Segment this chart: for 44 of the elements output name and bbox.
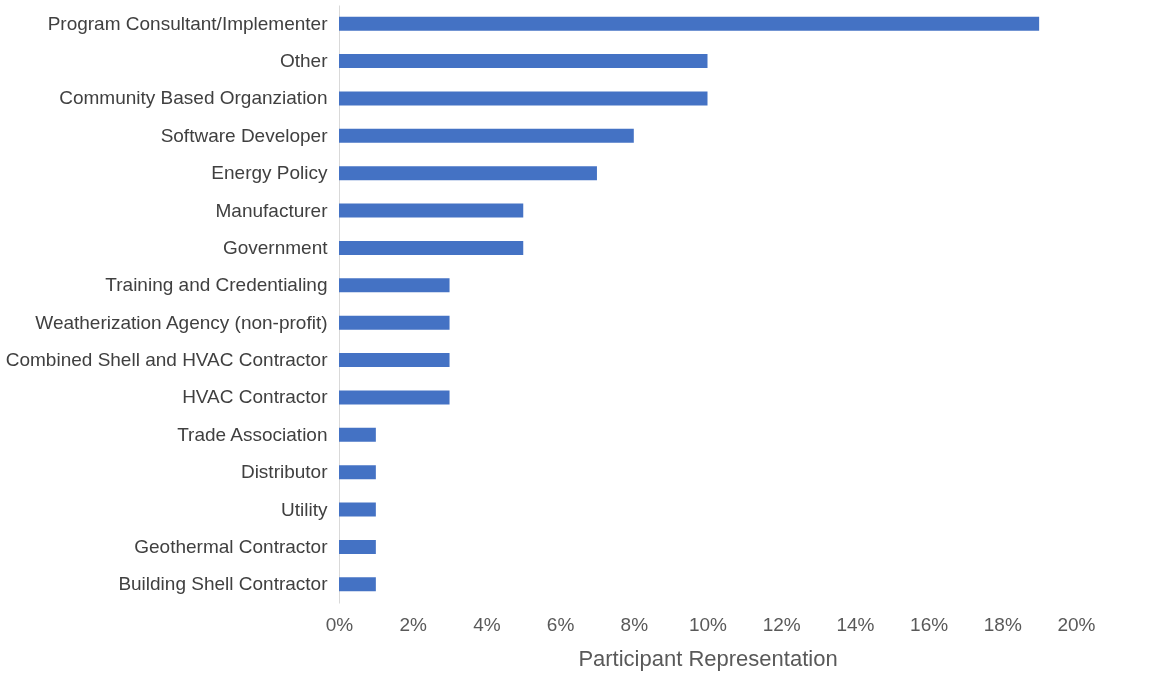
x-tick-label: 0% — [325, 613, 354, 635]
y-tick-label: HVAC Contractor — [182, 386, 329, 408]
y-tick-label: Manufacturer — [215, 199, 329, 221]
x-tick-label: 14% — [836, 613, 875, 635]
bar — [339, 54, 708, 69]
bar — [339, 128, 634, 143]
bar — [339, 240, 524, 255]
y-tick-label: Distributor — [240, 461, 329, 483]
bar — [339, 315, 450, 330]
x-tick-label: 2% — [399, 613, 428, 635]
x-axis-title: Participant Representation — [578, 645, 838, 671]
x-tick-label: 4% — [473, 613, 501, 635]
y-tick-label: Energy Policy — [211, 162, 328, 184]
bar — [339, 577, 376, 592]
y-tick-label: Other — [279, 50, 329, 72]
y-tick-label: Government — [222, 236, 329, 258]
bar — [339, 353, 450, 368]
bar — [339, 91, 708, 106]
y-tick-label: Utility — [281, 498, 328, 520]
x-tick-label: 18% — [983, 613, 1022, 635]
x-tick-label: 6% — [546, 613, 575, 635]
y-tick-label: Combined Shell and HVAC Contractor — [5, 349, 329, 371]
bar — [339, 539, 376, 554]
x-tick-label: 12% — [762, 613, 801, 635]
bar — [339, 203, 524, 218]
y-tick-label: Software Developer — [160, 124, 329, 146]
bar — [339, 390, 450, 405]
bar — [339, 427, 376, 442]
y-tick-label: Weatherization Agency (non-profit) — [35, 311, 328, 333]
bar — [339, 502, 376, 517]
bar — [339, 166, 597, 181]
y-tick-label: Trade Association — [177, 423, 328, 445]
bar — [339, 16, 1040, 31]
y-tick-label: Building Shell Contractor — [118, 573, 329, 595]
y-tick-label: Community Based Organziation — [59, 87, 328, 109]
y-tick-label: Geothermal Contractor — [134, 535, 329, 557]
x-tick-label: 16% — [910, 613, 949, 635]
bar — [339, 278, 450, 293]
bar — [339, 465, 376, 480]
x-tick-label: 10% — [688, 613, 728, 635]
y-tick-label: Training and Credentialing — [105, 274, 328, 296]
x-tick-label: 8% — [620, 613, 649, 635]
y-tick-label: Program Consultant/Implementer — [47, 12, 329, 34]
x-tick-label: 20% — [1057, 613, 1096, 635]
